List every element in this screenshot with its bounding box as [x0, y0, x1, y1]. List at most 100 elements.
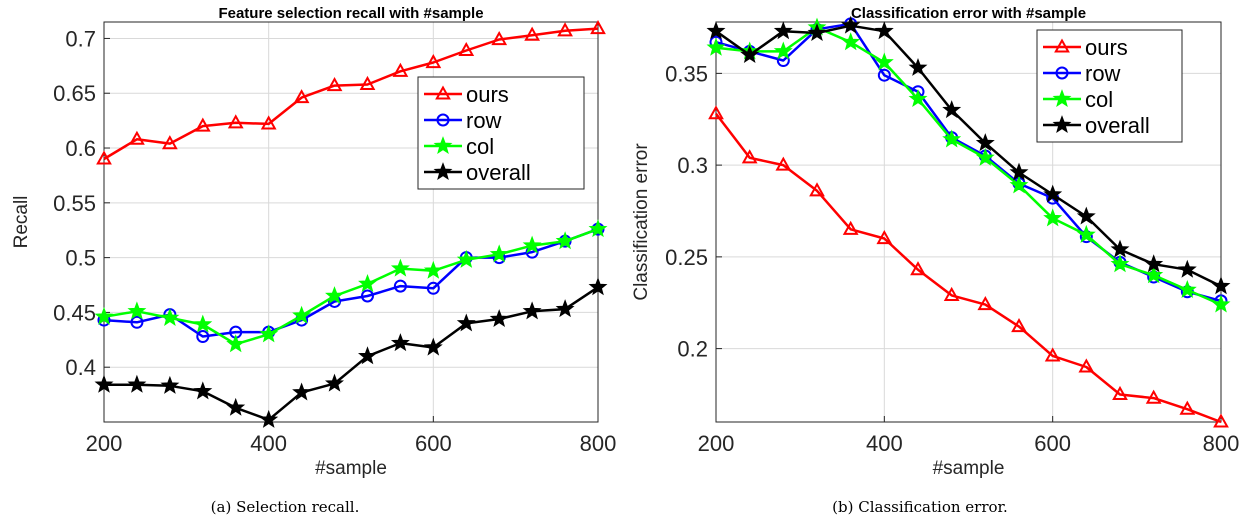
- legend-label: ours: [1085, 35, 1128, 60]
- data-point-overall: [358, 346, 377, 365]
- data-point-overall: [706, 21, 726, 40]
- data-point-col: [489, 244, 509, 263]
- recall-chart-panel: 200 400 600 800 0.4 0.45 0.5 0.55 0.6 0.65 0.7 Feat…: [11, 5, 616, 479]
- data-point-col: [874, 52, 894, 71]
- series-overall: [706, 15, 1231, 295]
- data-point-col: [1110, 254, 1130, 273]
- data-point-col: [423, 260, 443, 279]
- series-line-col: [103, 227, 599, 346]
- data-point-ours: [491, 30, 508, 46]
- data-point-col: [588, 219, 608, 238]
- legend-entry-row: row: [1043, 61, 1121, 86]
- data-point-overall: [942, 100, 962, 119]
- x-tick-label: 800: [580, 431, 617, 456]
- data-point-ours: [524, 26, 541, 41]
- data-point-col: [259, 324, 279, 343]
- data-point-ours: [359, 75, 376, 91]
- data-point-ours: [458, 41, 475, 57]
- series-col: [94, 219, 608, 353]
- data-point-col: [942, 129, 962, 148]
- data-point-overall: [522, 301, 542, 320]
- data-point-overall: [1211, 276, 1231, 295]
- data-point-overall: [325, 373, 344, 392]
- data-point-overall: [975, 133, 995, 152]
- data-point-col: [555, 231, 575, 250]
- data-point-ours: [1213, 413, 1229, 428]
- y-tick-label: 0.4: [65, 355, 96, 380]
- x-axis-label: #sample: [315, 458, 387, 479]
- chart-title: Feature selection recall with #sample: [218, 5, 483, 22]
- data-point-col: [94, 306, 114, 325]
- data-point-overall: [489, 309, 509, 328]
- data-point-row: [130, 315, 144, 329]
- series-line-overall: [715, 24, 1222, 288]
- data-point-ours: [227, 114, 244, 129]
- data-point-col: [1009, 175, 1029, 194]
- data-point-row: [877, 68, 891, 82]
- series-ours: [96, 20, 606, 165]
- legend-label: col: [1085, 87, 1113, 112]
- y-tick-label: 0.3: [677, 153, 708, 178]
- series-col: [706, 17, 1231, 313]
- legend-entry-col: col: [1043, 87, 1113, 112]
- legend-label: row: [466, 108, 502, 133]
- data-point-overall: [773, 21, 793, 40]
- data-point-overall: [193, 381, 213, 400]
- x-tick-label: 200: [86, 431, 123, 456]
- data-point-ours: [943, 286, 960, 301]
- y-axis-label: Recall: [11, 196, 32, 249]
- series-ours: [708, 105, 1229, 428]
- data-point-overall: [259, 409, 279, 428]
- data-point-overall: [160, 375, 180, 394]
- caption-a: (a) Selection recall.: [211, 498, 360, 516]
- data-point-col: [773, 41, 793, 60]
- y-tick-label: 0.35: [665, 61, 708, 86]
- data-point-ours: [1179, 400, 1196, 415]
- series-line-col: [715, 26, 1222, 306]
- data-point-col: [522, 235, 542, 254]
- legend-label: overall: [1085, 113, 1150, 138]
- series-line-row: [103, 227, 599, 338]
- x-tick-label: 800: [1203, 431, 1240, 456]
- data-point-ours: [425, 53, 442, 69]
- data-point-ours: [557, 22, 573, 37]
- y-tick-label: 0.6: [65, 136, 96, 161]
- series-line-overall: [104, 286, 599, 422]
- x-tick-label: 400: [250, 431, 287, 456]
- plot-area-frame: [715, 21, 1222, 423]
- data-point-col: [706, 37, 726, 56]
- data-point-ours: [708, 105, 724, 120]
- legend-entry-overall: overall: [424, 160, 531, 185]
- legend-marker: [433, 162, 453, 181]
- data-point-ours: [161, 135, 178, 150]
- data-point-col: [1076, 224, 1096, 243]
- y-tick-label: 0.5: [65, 246, 96, 271]
- data-point-col: [1177, 279, 1197, 298]
- x-tick-label: 600: [1034, 431, 1071, 456]
- data-point-overall: [390, 333, 410, 352]
- data-point-col: [908, 89, 928, 108]
- data-point-col: [193, 314, 213, 333]
- x-axis-label: #sample: [933, 458, 1005, 479]
- data-point-ours: [194, 117, 211, 132]
- legend-marker: [433, 136, 453, 155]
- data-point-overall: [588, 277, 608, 296]
- data-point-ours: [293, 89, 310, 104]
- legend-marker: [1055, 66, 1069, 80]
- data-point-ours: [1078, 358, 1095, 373]
- data-point-col: [358, 273, 377, 292]
- data-point-col: [975, 147, 995, 166]
- data-point-ours: [775, 156, 792, 171]
- data-point-row: [196, 330, 210, 344]
- data-point-ours: [129, 130, 145, 145]
- legend-label: ours: [466, 82, 509, 107]
- data-point-ours: [1145, 389, 1162, 404]
- y-tick-label: 0.2: [677, 337, 708, 362]
- data-point-col: [127, 301, 147, 320]
- data-point-overall: [456, 313, 476, 332]
- data-point-col: [292, 305, 312, 324]
- data-point-ours: [1044, 347, 1061, 362]
- data-point-col: [226, 334, 246, 353]
- data-point-overall: [1009, 162, 1029, 181]
